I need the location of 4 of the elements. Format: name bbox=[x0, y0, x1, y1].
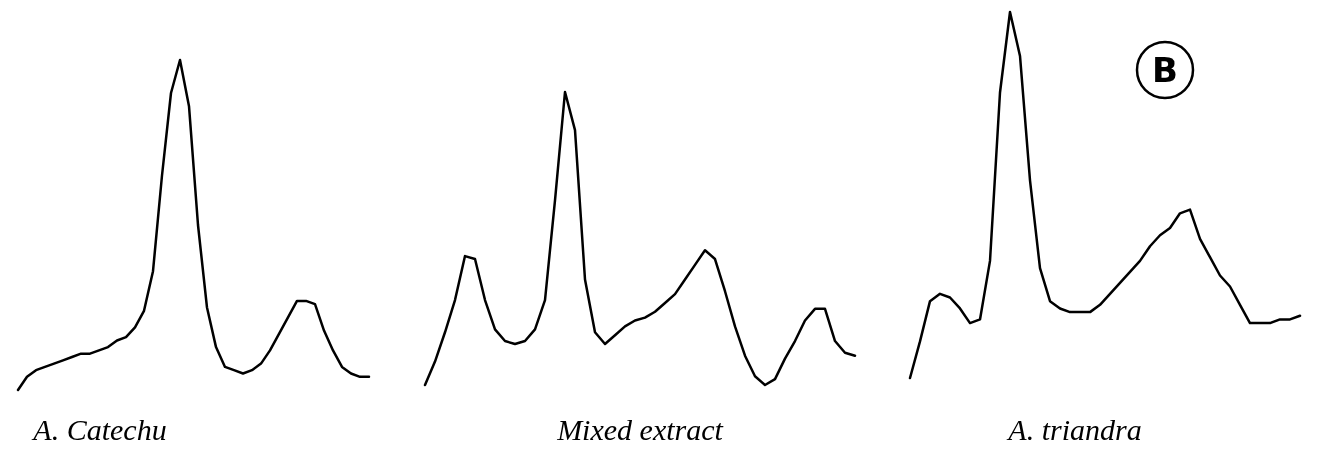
text: A. Catechu bbox=[31, 413, 167, 446]
annotation: B bbox=[1152, 50, 1178, 90]
text: Mixed extract bbox=[556, 413, 724, 446]
text: A. triandra bbox=[1006, 413, 1142, 446]
